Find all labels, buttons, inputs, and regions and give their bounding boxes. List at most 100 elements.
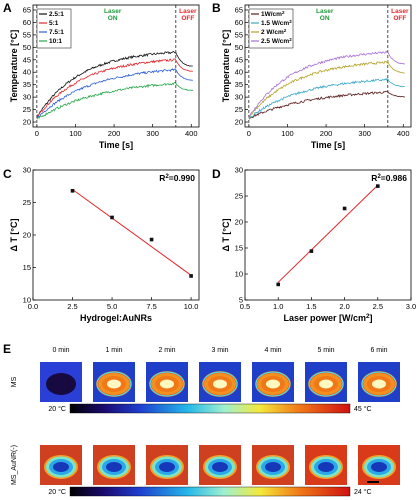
thermal-edge <box>96 371 132 397</box>
legend-box <box>36 8 72 49</box>
data-point <box>149 237 154 242</box>
y-tick-label: 35 <box>23 80 31 89</box>
y-tick-label: 10 <box>23 296 31 305</box>
laser-off-label: OFF <box>181 15 194 22</box>
thermal-edge <box>202 371 238 397</box>
y-tick-label: 25 <box>235 192 243 201</box>
y-tick-label: 65 <box>235 5 243 14</box>
series-line-3 <box>36 68 193 119</box>
thermal-edge <box>149 371 185 397</box>
thermal-image <box>358 362 400 402</box>
y-tick-label: 55 <box>23 30 31 39</box>
y-tick-label: 20 <box>23 231 31 240</box>
laser-on-label: Laser <box>104 8 122 15</box>
x-axis-label: Time [s] <box>311 140 345 150</box>
x-axis-label: Hydrogel:AuNRs <box>80 313 152 323</box>
y-tick-label: 5 <box>239 296 243 305</box>
panel-letter-a: A <box>3 1 12 15</box>
y-axis-label: Δ T [°C] <box>9 218 19 251</box>
laser-off-label: Laser <box>179 8 197 15</box>
x-tick-label: 0.5 <box>240 302 250 311</box>
laser-off-label: Laser <box>391 8 409 15</box>
data-point <box>342 206 347 211</box>
thermal-center <box>212 462 228 472</box>
thermal-edge <box>255 371 291 397</box>
row-label-ms-aunr: MS_AuNR(-) <box>11 445 18 485</box>
y-tick-label: 20 <box>235 218 243 227</box>
thermal-center <box>318 462 334 472</box>
y-tick-label: 50 <box>23 43 31 52</box>
colorbar-1-min: 20 °C <box>48 405 66 413</box>
y-tick-label: 15 <box>235 244 243 253</box>
y-tick-label: 20 <box>235 118 243 127</box>
plot-frame <box>32 4 200 128</box>
thermal-images-panel: 0 min 1 min 2 min 3 min 4 min 5 min 6 min MS MS_… <box>11 347 400 497</box>
x-tick-label: 0.0 <box>28 302 38 311</box>
legend-label: 1W/cm2 <box>261 10 285 19</box>
thermal-edge <box>361 371 397 397</box>
thermal-center <box>371 462 387 472</box>
y-tick-label: 30 <box>23 93 31 102</box>
row-label-ms: MS <box>11 376 18 387</box>
thermal-hotspot <box>372 379 386 389</box>
data-point <box>189 274 193 278</box>
x-axis-label: Laser power [W/cm2] <box>283 313 372 324</box>
laser-on-label: ON <box>108 15 118 22</box>
time-label: 1 min <box>105 347 122 354</box>
y-tick-label: 15 <box>23 263 31 272</box>
y-tick-label: 25 <box>235 105 243 114</box>
legend-label: 1.5 W/cm2 <box>261 19 292 28</box>
y-tick-label: 45 <box>23 55 31 64</box>
legend-label: 2.5:1 <box>49 11 64 18</box>
x-tick-label: 2.0 <box>339 302 349 311</box>
x-tick-label: 200 <box>108 129 121 138</box>
x-tick-label: 3.0 <box>406 302 416 311</box>
y-axis-label: Temperature [°C] <box>9 30 19 102</box>
x-tick-label: 200 <box>320 129 333 138</box>
x-tick-label: 0 <box>35 129 39 138</box>
thermal-image <box>93 362 135 402</box>
y-tick-label: 25 <box>23 198 31 207</box>
x-tick-label: 400 <box>397 129 410 138</box>
panel-letter-c: C <box>3 167 12 181</box>
thermal-image <box>199 362 241 402</box>
x-axis-label: Time [s] <box>99 140 133 150</box>
y-tick-label: 30 <box>235 93 243 102</box>
thermal-center <box>53 462 69 472</box>
series-line-4 <box>248 50 406 118</box>
fit-line <box>72 189 192 276</box>
time-label: 0 min <box>52 347 69 354</box>
colorbar-1-max: 45 °C <box>354 405 372 413</box>
thermal-image <box>146 445 188 485</box>
thermal-hotspot <box>319 379 333 389</box>
panel-letter-e: E <box>3 342 11 356</box>
y-tick-label: 30 <box>23 166 31 175</box>
chart-a-temperature-vs-time-ratio: 20 25 30 35 40 45 50 55 60 65 0 100 200 300 400 Time [s… <box>9 4 200 150</box>
data-point <box>110 215 114 220</box>
thermal-image <box>93 445 135 485</box>
thermal-image <box>252 362 294 402</box>
x-tick-label: 1.5 <box>306 302 316 311</box>
time-label: 5 min <box>317 347 334 354</box>
series-line-4 <box>36 82 194 120</box>
y-axis-label: Temperature [°C] <box>221 30 231 102</box>
laser-off-label: OFF <box>393 15 406 22</box>
thermal-hotspot <box>266 379 280 389</box>
y-tick-label: 45 <box>235 55 243 64</box>
data-point <box>309 249 314 253</box>
r-squared-label: R2=0.986 <box>371 173 407 183</box>
y-tick-label: 30 <box>235 166 243 175</box>
thermal-hotspot <box>107 379 121 389</box>
time-label: 6 min <box>370 347 387 354</box>
y-tick-label: 50 <box>235 43 243 52</box>
thermal-image <box>146 362 188 402</box>
laser-on-label: ON <box>320 15 330 22</box>
y-tick-label: 40 <box>23 68 31 77</box>
y-axis-label: Δ T [°C] <box>221 218 231 251</box>
thermal-image <box>305 362 347 402</box>
x-tick-label: 1.0 <box>273 302 283 311</box>
scale-bar <box>367 481 379 483</box>
data-point <box>276 282 280 287</box>
x-tick-label: 100 <box>69 129 82 138</box>
